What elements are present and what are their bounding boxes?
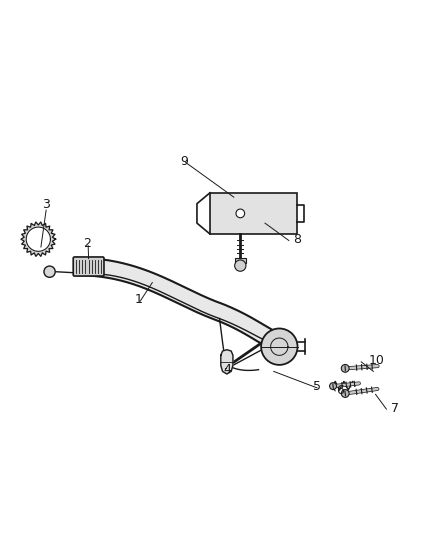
Text: 10: 10 — [368, 354, 384, 367]
Text: 5: 5 — [312, 380, 320, 393]
Text: 9: 9 — [180, 155, 188, 168]
Circle shape — [236, 209, 244, 218]
Text: 7: 7 — [390, 402, 398, 415]
Text: 2: 2 — [83, 237, 91, 250]
Text: 8: 8 — [293, 233, 300, 246]
Circle shape — [340, 365, 348, 372]
Bar — [209, 193, 296, 234]
Text: 6: 6 — [336, 384, 344, 398]
Text: 3: 3 — [42, 198, 49, 211]
Circle shape — [234, 260, 245, 271]
Circle shape — [329, 383, 336, 390]
Polygon shape — [21, 222, 56, 256]
Polygon shape — [76, 258, 285, 353]
FancyBboxPatch shape — [73, 257, 104, 276]
Bar — [234, 259, 245, 263]
Text: 1: 1 — [134, 293, 142, 306]
Circle shape — [44, 266, 55, 277]
Circle shape — [261, 328, 297, 365]
Text: 4: 4 — [223, 362, 231, 376]
Circle shape — [340, 390, 348, 398]
Polygon shape — [26, 227, 50, 252]
Polygon shape — [220, 350, 233, 374]
